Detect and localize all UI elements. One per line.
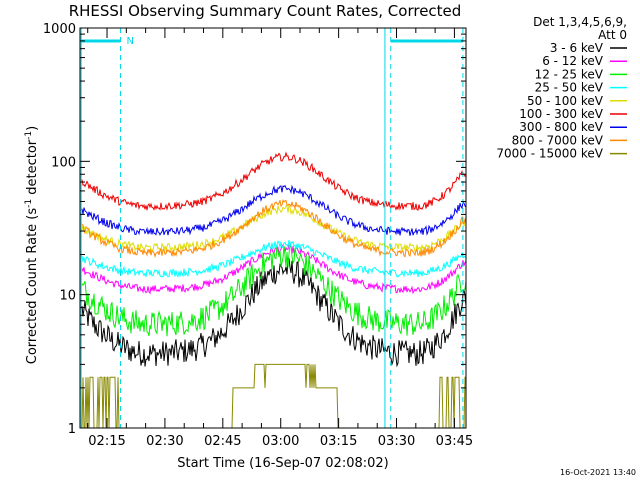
x-tick-label-0: 02:15 bbox=[88, 434, 125, 449]
x-axis-label: Start Time (16-Sep-07 02:08:02) bbox=[177, 456, 388, 471]
series-line-2 bbox=[81, 242, 467, 337]
x-tick-label-3: 03:00 bbox=[262, 434, 299, 449]
footer-timestamp: 16-Oct-2021 13:40 bbox=[560, 468, 636, 477]
flag-label-0: N bbox=[127, 36, 134, 47]
series-line-7 bbox=[81, 198, 467, 259]
legend-label-0: 3 - 6 keV bbox=[550, 41, 604, 55]
y-tick-label-3: 1000 bbox=[43, 22, 76, 37]
y-tick-label-2: 100 bbox=[51, 155, 76, 170]
legend-label-8: 7000 - 15000 keV bbox=[496, 147, 603, 161]
legend-label-7: 800 - 7000 keV bbox=[512, 133, 604, 147]
flags-group: N bbox=[80, 28, 464, 428]
legend-header-line-1: Det 1,3,4,5,6,9, bbox=[533, 15, 627, 29]
legend-label-5: 100 - 300 keV bbox=[519, 107, 603, 121]
series-group bbox=[81, 151, 467, 429]
legend-label-2: 12 - 25 keV bbox=[535, 67, 604, 81]
y-axis-label: Corrected Count Rate (s-1 detector-1) bbox=[24, 126, 40, 364]
series-line-3 bbox=[81, 240, 467, 278]
series-line-0 bbox=[81, 257, 467, 368]
legend-label-1: 6 - 12 keV bbox=[542, 54, 604, 68]
x-tick-label-1: 02:30 bbox=[146, 434, 183, 449]
x-tick-label-5: 03:30 bbox=[378, 434, 415, 449]
x-tick-label-4: 03:15 bbox=[320, 434, 357, 449]
legend-label-4: 50 - 100 keV bbox=[527, 94, 604, 108]
chart-title: RHESSI Observing Summary Count Rates, Co… bbox=[69, 2, 462, 20]
series-line-8 bbox=[81, 363, 466, 429]
legend-label-3: 25 - 50 keV bbox=[535, 81, 604, 95]
x-tick-label-2: 02:45 bbox=[204, 434, 241, 449]
series-line-6 bbox=[81, 184, 467, 236]
y-tick-label-0: 1 bbox=[68, 422, 76, 437]
plot-frame bbox=[79, 27, 467, 429]
axis-group: 1 10 100 1000 02:15 02:30 02:45 03:00 03:15 03:30… bbox=[43, 22, 473, 449]
legend-label-6: 300 - 800 keV bbox=[519, 120, 603, 134]
series-line-5 bbox=[81, 151, 467, 212]
y-tick-label-1: 10 bbox=[59, 289, 76, 304]
x-tick-label-6: 03:45 bbox=[436, 434, 473, 449]
legend-header-line-2: Att 0 bbox=[598, 28, 627, 42]
